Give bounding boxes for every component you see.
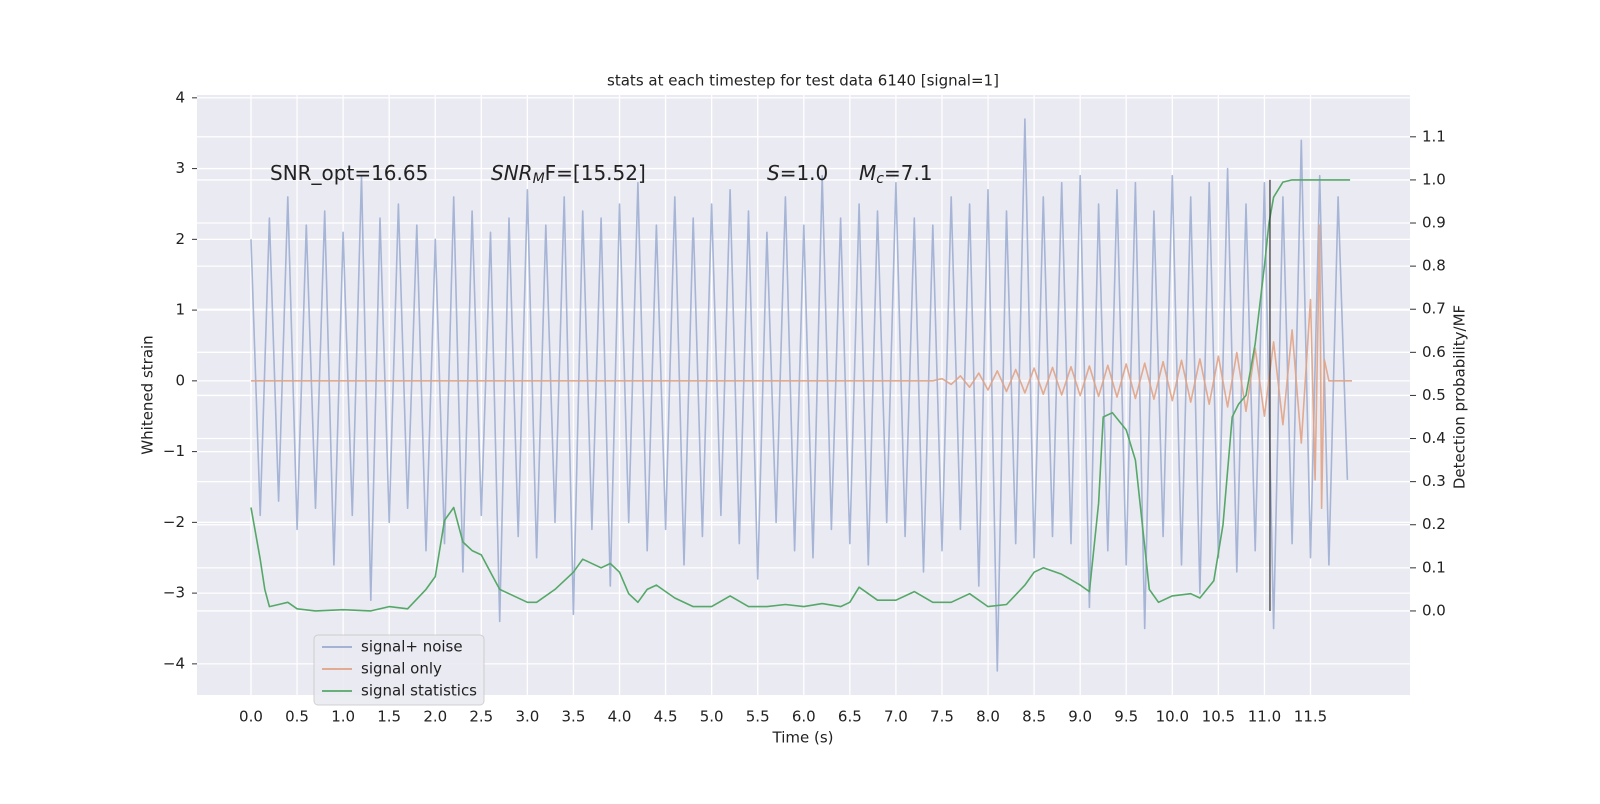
y2-tick-label: 1.1 (1422, 127, 1446, 145)
y2-tick-label: 0.7 (1422, 300, 1446, 318)
y-tick-label: 2 (175, 230, 185, 248)
x-tick-label: 0.0 (239, 708, 263, 726)
annotation-text: =7.1 (884, 161, 933, 185)
x-tick-label: 1.5 (377, 708, 401, 726)
series-line (251, 224, 1352, 509)
annotation-text: =1.0 (780, 161, 829, 185)
y-tick-label: 1 (175, 301, 185, 319)
legend: signal+ noise signal only signal statistic… (313, 634, 485, 706)
y2-tick-label: 0.6 (1422, 343, 1446, 361)
y2-tick-label: 1.0 (1422, 170, 1446, 188)
x-axis-label: Time (s) (772, 729, 834, 747)
x-tick-label: 4.0 (608, 708, 632, 726)
annotation-symbol: S (767, 161, 780, 185)
annotation: S=1.0 (767, 161, 828, 185)
annotation-subscript: c (876, 171, 884, 187)
y2-tick-label: 0.0 (1422, 601, 1446, 619)
x-tick-label: 7.5 (930, 708, 954, 726)
annotation-text: F=[15.52] (545, 161, 646, 185)
annotation-subscript: M (533, 171, 545, 187)
y2-tick-label: 0.2 (1422, 515, 1446, 533)
y-axis-label: Whitened strain (139, 335, 157, 454)
x-tick-label: 1.0 (331, 708, 355, 726)
x-tick-label: 5.0 (700, 708, 724, 726)
x-tick-label: 2.5 (469, 708, 493, 726)
y2-tick-label: 0.9 (1422, 214, 1446, 232)
y2-axis-label: Detection probability/MF (1451, 305, 1469, 489)
x-tick-label: 3.0 (515, 708, 539, 726)
y-tick-label: −2 (163, 513, 185, 531)
x-tick-label: 6.0 (792, 708, 816, 726)
series-line (250, 118, 1349, 672)
y2-tick-label: 0.1 (1422, 558, 1446, 576)
x-tick-label: 10.0 (1156, 708, 1189, 726)
annotation: SNR_opt=16.65 (270, 161, 428, 185)
y-tick-label: 4 (175, 88, 185, 106)
y-tick-label: −3 (163, 584, 185, 602)
x-tick-label: 5.5 (746, 708, 770, 726)
x-tick-label: 11.0 (1248, 708, 1281, 726)
y-tick-label: −1 (163, 442, 185, 460)
annotation: SNRMF=[15.52] (491, 161, 646, 188)
annotation: Mc=7.1 (859, 161, 933, 188)
x-tick-label: 8.0 (976, 708, 1000, 726)
x-tick-label: 11.5 (1294, 708, 1327, 726)
y-tick-label: 3 (175, 159, 185, 177)
y-tick-label: −4 (163, 654, 185, 672)
legend-label: signal only (361, 660, 442, 678)
y2-tick-label: 0.3 (1422, 472, 1446, 490)
x-tick-label: 8.5 (1022, 708, 1046, 726)
x-tick-label: 9.5 (1114, 708, 1138, 726)
annotation-symbol: M (859, 161, 876, 185)
annotation-text: SNR_opt=16.65 (270, 161, 428, 185)
legend-box (313, 634, 485, 706)
x-tick-label: 6.5 (838, 708, 862, 726)
y-tick-label: 0 (175, 371, 185, 389)
x-tick-label: 9.0 (1068, 708, 1092, 726)
x-tick-label: 0.5 (285, 708, 309, 726)
x-tick-label: 2.0 (423, 708, 447, 726)
y2-tick-label: 0.5 (1422, 386, 1446, 404)
x-tick-label: 7.0 (884, 708, 908, 726)
y2-tick-label: 0.4 (1422, 429, 1446, 447)
y2-tick-label: 0.8 (1422, 257, 1446, 275)
x-tick-label: 10.5 (1202, 708, 1235, 726)
series-line (250, 179, 1351, 612)
annotation-symbol: SNR (491, 161, 533, 185)
x-tick-label: 4.5 (654, 708, 678, 726)
x-tick-label: 3.5 (562, 708, 586, 726)
legend-label: signal statistics (361, 682, 477, 700)
chart-title: stats at each timestep for test data 614… (607, 72, 999, 90)
legend-label: signal+ noise (361, 638, 463, 656)
